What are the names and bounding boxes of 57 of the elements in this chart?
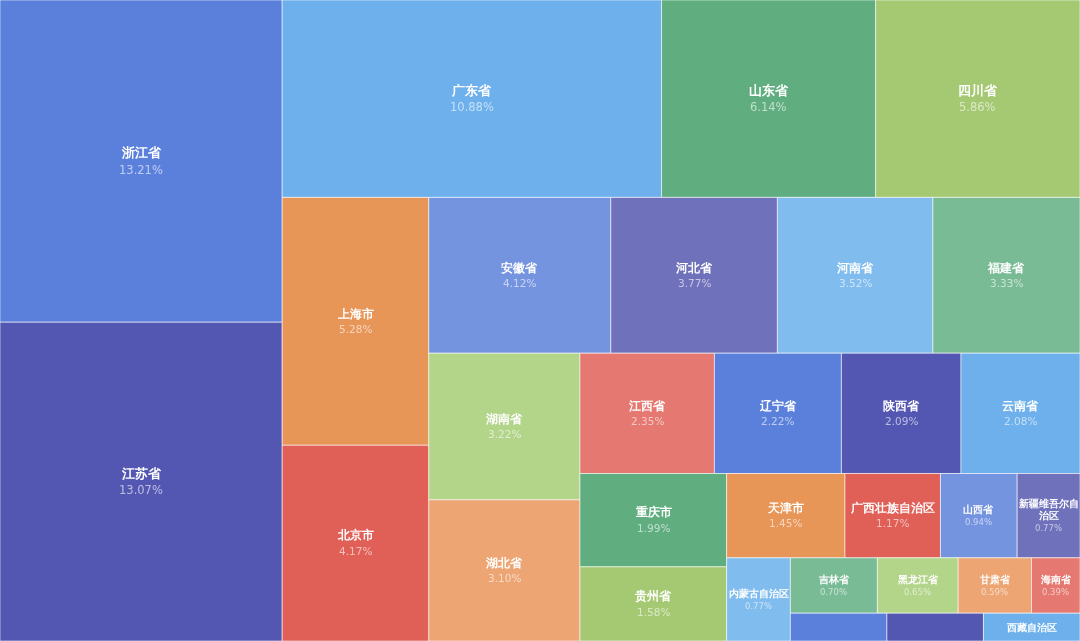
category-label: 广东省 bbox=[451, 83, 492, 98]
data-label: 5.28% bbox=[339, 323, 373, 335]
data-label: 2.08% bbox=[1004, 415, 1038, 427]
data-label: 3.33% bbox=[990, 277, 1024, 289]
data-label: 1.45% bbox=[769, 517, 803, 529]
data-label: 2.22% bbox=[761, 415, 795, 427]
category-label: 贵州省 bbox=[634, 589, 672, 603]
data-label: 5.86% bbox=[959, 100, 996, 114]
category-label: 北京市 bbox=[337, 528, 374, 542]
data-label: 1.58% bbox=[637, 606, 671, 618]
category-label: 陕西省 bbox=[883, 399, 920, 413]
category-label: 西藏自治区 bbox=[1006, 622, 1057, 633]
data-label: 0.70% bbox=[820, 587, 848, 597]
category-label: 福建省 bbox=[987, 261, 1025, 275]
data-label: 0.39% bbox=[1042, 587, 1070, 597]
data-label: 2.35% bbox=[631, 415, 665, 427]
data-label: 3.77% bbox=[678, 277, 712, 289]
category-label: 云南省 bbox=[1002, 399, 1039, 413]
data-label: 4.12% bbox=[503, 277, 537, 289]
category-label: 辽宁省 bbox=[759, 399, 797, 413]
category-label: 吉林省 bbox=[818, 574, 850, 585]
category-label: 河南省 bbox=[836, 261, 874, 275]
category-label: 上海市 bbox=[337, 307, 374, 321]
category-label: 重庆市 bbox=[635, 505, 672, 519]
category-label: 安徽省 bbox=[501, 261, 538, 275]
category-label: 江苏省 bbox=[121, 466, 162, 481]
category-label: 内蒙古自治区 bbox=[729, 588, 789, 599]
data-label: 0.94% bbox=[965, 517, 993, 527]
category-label: 湖北省 bbox=[485, 556, 523, 570]
category-label: 湖南省 bbox=[485, 412, 523, 426]
category-label: 山东省 bbox=[749, 83, 789, 98]
category-label: 四川省 bbox=[958, 83, 998, 98]
data-label: 0.65% bbox=[904, 587, 932, 597]
category-label: 黑龙江省 bbox=[897, 574, 939, 585]
data-label: 0.59% bbox=[981, 587, 1009, 597]
category-label: 甘肃省 bbox=[979, 574, 1011, 585]
data-label: 3.10% bbox=[488, 572, 522, 584]
category-label: 天津市 bbox=[767, 501, 804, 515]
data-label: 13.07% bbox=[119, 483, 163, 497]
data-label: 13.21% bbox=[119, 163, 163, 177]
data-label: 2.09% bbox=[885, 415, 919, 427]
data-label: 6.14% bbox=[750, 100, 787, 114]
data-label: 3.52% bbox=[839, 277, 873, 289]
data-label: 10.88% bbox=[450, 100, 494, 114]
data-label: 0.77% bbox=[1035, 523, 1063, 533]
category-label: 海南省 bbox=[1040, 574, 1072, 585]
category-label: 浙江省 bbox=[121, 145, 162, 160]
category-label: 新疆维吾尔自治区 bbox=[1018, 498, 1079, 522]
data-label: 1.99% bbox=[637, 522, 671, 534]
category-label: 江西省 bbox=[628, 399, 666, 413]
data-label: 3.22% bbox=[488, 428, 522, 440]
category-label: 山西省 bbox=[963, 504, 994, 515]
data-label: 0.77% bbox=[745, 601, 773, 611]
data-label: 4.17% bbox=[339, 545, 373, 557]
data-label: 1.17% bbox=[876, 517, 910, 529]
category-label: 广西壮族自治区 bbox=[850, 501, 935, 515]
category-label: 河北省 bbox=[675, 261, 713, 275]
